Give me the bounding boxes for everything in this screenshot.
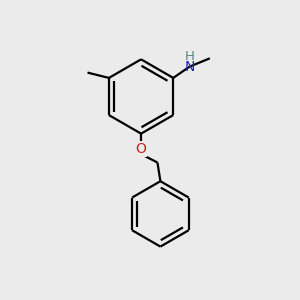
Text: N: N [184, 60, 195, 74]
Text: O: O [136, 142, 146, 156]
Text: H: H [185, 50, 195, 63]
